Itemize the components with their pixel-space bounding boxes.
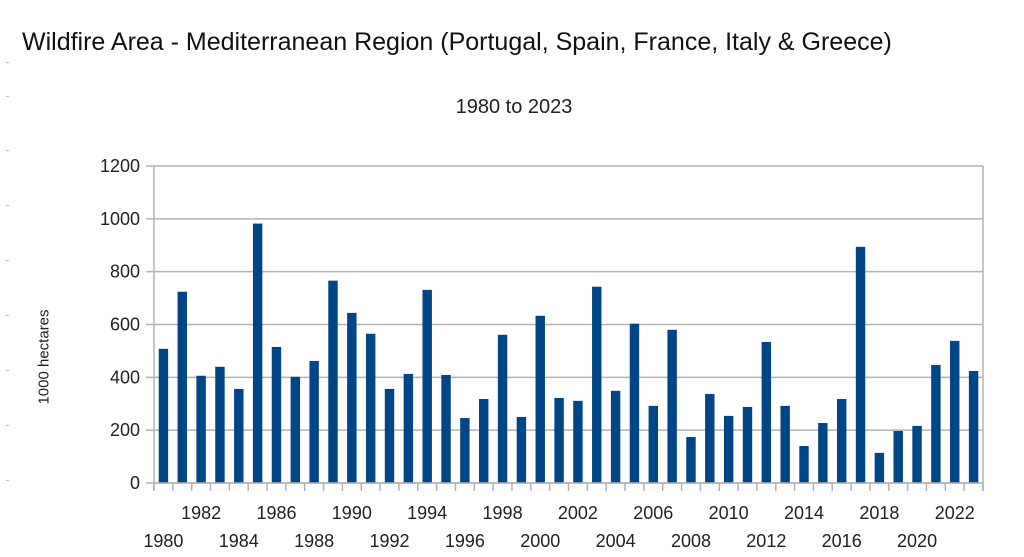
edge-mark <box>6 480 9 481</box>
bar-2007 <box>667 329 677 483</box>
edge-mark <box>6 62 9 63</box>
y-tick-label: 400 <box>110 367 140 387</box>
x-tick-label: 2004 <box>596 531 636 551</box>
bar-2005 <box>629 323 640 483</box>
bar-2017 <box>855 246 866 483</box>
bar-1986 <box>271 346 282 483</box>
bar-1982 <box>196 375 206 483</box>
bar-2015 <box>818 423 828 483</box>
x-tick-label: 2010 <box>709 503 749 523</box>
y-tick-label: 0 <box>130 473 140 493</box>
bar-2021 <box>931 364 941 483</box>
x-tick-label: 1990 <box>332 503 372 523</box>
bar-2012 <box>761 341 772 483</box>
edge-mark <box>6 425 9 426</box>
bar-1989 <box>328 280 338 483</box>
x-tick-label: 2022 <box>935 503 975 523</box>
bar-1998 <box>497 334 508 483</box>
x-tick-label: 1988 <box>294 531 334 551</box>
y-tick-label: 1000 <box>100 209 140 229</box>
bar-2010 <box>723 415 734 483</box>
y-tick-label: 800 <box>110 262 140 282</box>
chart-title: Wildfire Area - Mediterranean Region (Po… <box>22 28 892 56</box>
x-tick-label: 2008 <box>671 531 711 551</box>
x-tick-label: 2020 <box>897 531 937 551</box>
edge-mark <box>6 96 9 97</box>
bar-1999 <box>516 416 527 483</box>
bar-2019 <box>893 430 903 483</box>
edge-mark <box>6 370 9 371</box>
bar-2022 <box>950 340 960 483</box>
bar-1981 <box>177 291 187 483</box>
bar-2000 <box>535 315 545 483</box>
bar-2004 <box>610 390 621 483</box>
x-tick-label: 1994 <box>407 503 447 523</box>
bar-2023 <box>968 370 979 483</box>
y-axis-ticks: 0 200 400 600 800 1000 1200 <box>100 156 154 493</box>
x-tick-label: 1980 <box>143 531 183 551</box>
bar-2008 <box>686 437 696 483</box>
x-tick-label: 2000 <box>520 531 560 551</box>
bar-1993 <box>403 373 414 483</box>
bar-1987 <box>290 376 301 483</box>
x-tick-label: 1998 <box>483 503 523 523</box>
bar-2016 <box>836 398 847 483</box>
x-tick-label: 2016 <box>822 531 862 551</box>
x-tick-label: 1982 <box>181 503 221 523</box>
x-tick-label: 2018 <box>859 503 899 523</box>
chart-subtitle: 1980 to 2023 <box>455 96 573 118</box>
bar-1991 <box>365 333 376 483</box>
bar-1994 <box>422 289 432 483</box>
bar-1984 <box>234 388 244 483</box>
x-axis-ticks: 1982 1986 1990 1994 1998 2002 2006 2010 2014 2018… <box>143 483 984 551</box>
y-tick-label: 600 <box>110 315 140 335</box>
x-tick-label: 2014 <box>784 503 824 523</box>
edge-mark <box>6 150 9 151</box>
bar-2018 <box>874 452 885 483</box>
edge-mark <box>6 260 9 261</box>
x-tick-label: 1984 <box>219 531 259 551</box>
x-tick-label: 2006 <box>633 503 673 523</box>
bar-2001 <box>554 397 564 483</box>
bars <box>158 223 979 484</box>
bar-1985 <box>252 223 263 484</box>
bar-2013 <box>780 405 790 483</box>
y-tick-label: 1200 <box>100 156 140 176</box>
x-tick-label: 2012 <box>746 531 786 551</box>
y-tick-label: 200 <box>110 420 140 440</box>
bar-1990 <box>347 312 357 483</box>
bar-2003 <box>592 286 602 483</box>
bar-1996 <box>460 418 470 483</box>
bar-1995 <box>441 374 451 483</box>
bar-2014 <box>799 446 809 483</box>
bar-1992 <box>384 388 395 483</box>
bar-1997 <box>479 398 489 483</box>
x-tick-label: 1996 <box>445 531 485 551</box>
bar-2020 <box>912 425 922 483</box>
edge-mark <box>6 205 9 206</box>
bar-1980 <box>158 348 169 483</box>
bar-2009 <box>705 393 715 483</box>
x-tick-label: 2002 <box>558 503 598 523</box>
bar-2006 <box>648 405 658 483</box>
x-tick-label: 1986 <box>256 503 296 523</box>
edge-mark <box>6 315 9 316</box>
bar-1983 <box>215 366 225 483</box>
bar-2011 <box>742 406 753 483</box>
bar-2002 <box>573 400 583 483</box>
bar-1988 <box>309 360 319 483</box>
x-tick-label: 1992 <box>369 531 409 551</box>
